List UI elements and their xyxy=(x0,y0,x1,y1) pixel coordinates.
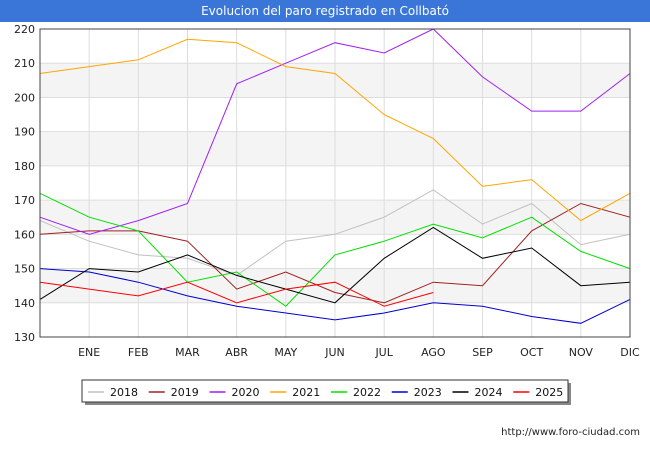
legend-label: 2023 xyxy=(414,386,442,399)
x-tick-label: MAR xyxy=(175,346,200,359)
legend-box xyxy=(81,379,569,403)
x-tick-label: OCT xyxy=(520,346,543,359)
y-tick-label: 130 xyxy=(14,331,35,344)
y-tick-label: 220 xyxy=(14,23,35,36)
chart-title: Evolucion del paro registrado en Collbat… xyxy=(0,0,650,22)
y-axis-ticks: 130 140 150 160 170 180 190 200 210 220 xyxy=(14,23,35,344)
series-line-2021 xyxy=(39,38,631,222)
series-line-2023 xyxy=(39,268,631,324)
series-line-2018 xyxy=(39,189,631,276)
legend-label: 2019 xyxy=(171,386,199,399)
x-tick-label: AGO xyxy=(421,346,446,359)
series-line-2020 xyxy=(39,28,631,235)
source-credit: http://www.foro-ciudad.com xyxy=(501,427,640,438)
x-tick-label: NOV xyxy=(569,346,594,359)
legend-label: 2024 xyxy=(475,386,503,399)
x-tick-label: ABR xyxy=(225,346,248,359)
legend-label: 2021 xyxy=(292,386,320,399)
x-tick-label: DIC xyxy=(620,346,640,359)
x-tick-label: JUL xyxy=(374,346,393,359)
legend-label: 2020 xyxy=(232,386,260,399)
series-line-2022 xyxy=(39,192,631,307)
y-tick-label: 190 xyxy=(14,126,35,139)
y-tick-label: 180 xyxy=(14,160,35,173)
y-tick-label: 200 xyxy=(14,91,35,104)
y-tick-label: 160 xyxy=(14,228,35,241)
y-tick-label: 140 xyxy=(14,297,35,310)
y-tick-label: 150 xyxy=(14,263,35,276)
legend: 2018 2019 2020 2021 2022 2023 2024 2025 xyxy=(81,379,571,405)
legend-label: 2022 xyxy=(353,386,381,399)
x-tick-label: JUN xyxy=(324,346,345,359)
x-tick-label: MAY xyxy=(274,346,297,359)
x-tick-label: ENE xyxy=(78,346,100,359)
series-line-2024 xyxy=(39,226,631,304)
x-axis-ticks: ENE FEB MAR ABR MAY JUN JUL AGO SEP OCT NOV DIC xyxy=(78,346,640,359)
legend-label: 2018 xyxy=(110,386,138,399)
y-tick-label: 210 xyxy=(14,57,35,70)
legend-label: 2025 xyxy=(535,386,563,399)
series-line-2025 xyxy=(39,281,434,307)
x-tick-label: SEP xyxy=(472,346,493,359)
x-tick-label: FEB xyxy=(128,346,149,359)
y-tick-label: 170 xyxy=(14,194,35,207)
plot-frame xyxy=(39,28,631,338)
series-lines xyxy=(39,28,631,324)
